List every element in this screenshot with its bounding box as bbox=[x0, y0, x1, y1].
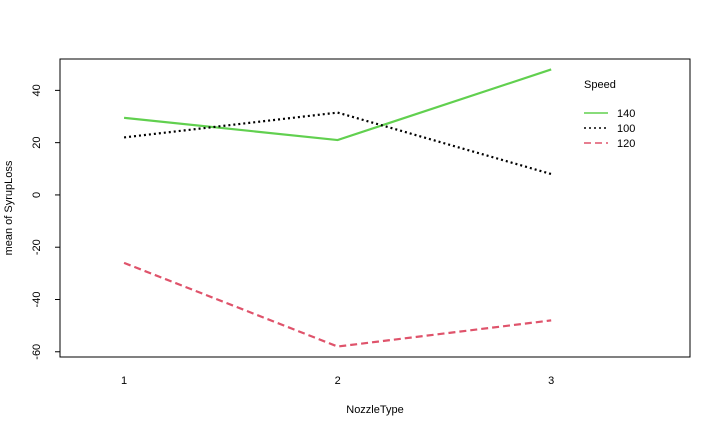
legend-entry-100: 100 bbox=[617, 123, 635, 135]
legend-entry-140: 140 bbox=[617, 108, 635, 120]
series-line-140 bbox=[123, 68, 552, 142]
y-tick-label: 40 bbox=[31, 84, 43, 96]
series-line-120 bbox=[123, 261, 552, 348]
x-tick-label: 2 bbox=[335, 375, 341, 387]
legend-entry-120: 120 bbox=[617, 138, 635, 150]
y-tick-label: -40 bbox=[31, 292, 43, 308]
x-axis-title: NozzleType bbox=[346, 404, 403, 416]
plot-frame bbox=[59, 58, 691, 358]
y-tick-label: -60 bbox=[31, 344, 43, 360]
y-tick-label: 0 bbox=[31, 192, 43, 198]
y-tick-label: 20 bbox=[31, 137, 43, 149]
x-tick-label: 1 bbox=[121, 375, 127, 387]
axes: -60 -40 -20 0 20 40 1 2 3 bbox=[31, 84, 554, 387]
y-tick-label: -20 bbox=[31, 239, 43, 255]
series-layer bbox=[123, 68, 552, 348]
legend: Speed 140 100 120 bbox=[584, 79, 635, 150]
x-tick-label: 3 bbox=[548, 375, 554, 387]
legend-title: Speed bbox=[584, 79, 616, 91]
y-axis-title: mean of SyrupLoss bbox=[3, 160, 15, 255]
series-line-100 bbox=[123, 111, 552, 176]
